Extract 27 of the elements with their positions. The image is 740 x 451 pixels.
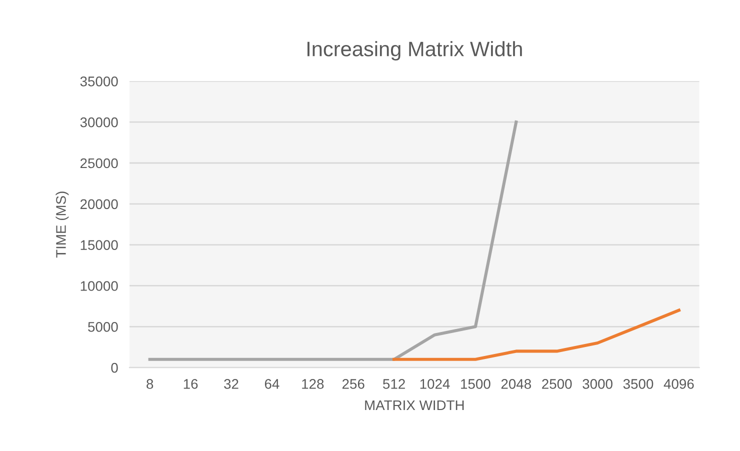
- x-tick-label: 512: [383, 379, 405, 389]
- y-tick-label: 25000: [80, 158, 118, 168]
- y-tick-label: 20000: [80, 199, 118, 210]
- x-tick-label: 32: [224, 379, 238, 389]
- y-tick-label: 35000: [80, 76, 118, 86]
- x-tick-label: 64: [264, 379, 280, 389]
- y-tick-label: 30000: [80, 117, 118, 128]
- x-tick-label: 256: [342, 379, 364, 389]
- x-tick-label: 8: [146, 379, 154, 389]
- x-tick-label: 128: [302, 379, 324, 389]
- y-tick-label: 15000: [80, 240, 118, 250]
- x-tick-label: 4096: [664, 379, 694, 389]
- x-tick-label: 3000: [582, 379, 612, 389]
- x-tick-label: 2500: [542, 379, 572, 389]
- x-tick-label: 1500: [461, 379, 490, 389]
- line-series: [392, 308, 680, 361]
- y-tick-label: 10000: [80, 281, 118, 291]
- line-series: [148, 120, 518, 361]
- x-tick-label: 3500: [623, 379, 654, 389]
- x-tick-label: 2048: [501, 379, 531, 389]
- y-axis-title: TIME (MS): [56, 192, 69, 258]
- y-tick-label: 0: [111, 362, 118, 373]
- chart-title: Increasing Matrix Width: [308, 41, 522, 61]
- x-axis-title: MATRIX WIDTH: [365, 400, 464, 410]
- x-tick-label: 16: [184, 379, 198, 389]
- x-tick-label: 1024: [420, 379, 450, 389]
- y-tick-label: 5000: [88, 322, 118, 332]
